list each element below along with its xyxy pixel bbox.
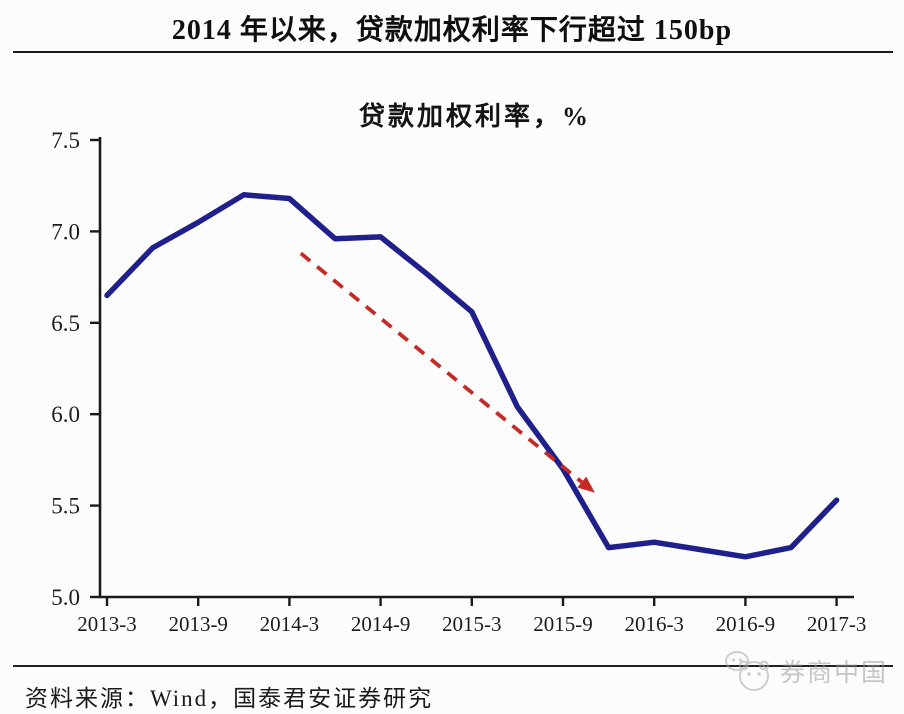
y-tick-label: 7.5 <box>51 128 80 153</box>
y-tick-label: 6.5 <box>51 311 80 336</box>
y-tick-label: 5.0 <box>51 585 80 610</box>
y-tick-label: 6.0 <box>51 402 80 427</box>
trend-arrow-line <box>299 251 583 484</box>
x-tick-label: 2015-3 <box>442 612 502 636</box>
y-tick-label: 5.5 <box>51 494 80 519</box>
footer-divider <box>13 665 893 667</box>
x-tick-label: 2015-9 <box>533 612 593 636</box>
x-tick-label: 2016-9 <box>716 612 776 636</box>
x-tick-label: 2014-3 <box>260 612 320 636</box>
watermark: 券商中国 <box>724 648 888 694</box>
title-divider <box>13 51 893 53</box>
x-tick-label: 2013-9 <box>168 612 228 636</box>
y-tick-label: 7.0 <box>51 219 80 244</box>
x-tick-label: 2014-9 <box>351 612 411 636</box>
figure-title: 2014 年以来，贷款加权利率下行超过 150bp <box>171 15 733 46</box>
source-note: 资料来源：Wind，国泰君安证券研究 <box>25 686 434 711</box>
x-tick-label: 2017-3 <box>807 612 867 636</box>
watermark-text: 券商中国 <box>779 660 888 687</box>
trend-arrow-head <box>577 476 595 493</box>
x-tick-label: 2016-3 <box>624 612 684 636</box>
x-tick-label: 2013-3 <box>77 612 137 636</box>
chart-title: 贷款加权利率，% <box>358 102 591 131</box>
rate-line <box>104 192 840 560</box>
panda-logo-icon <box>724 651 769 691</box>
